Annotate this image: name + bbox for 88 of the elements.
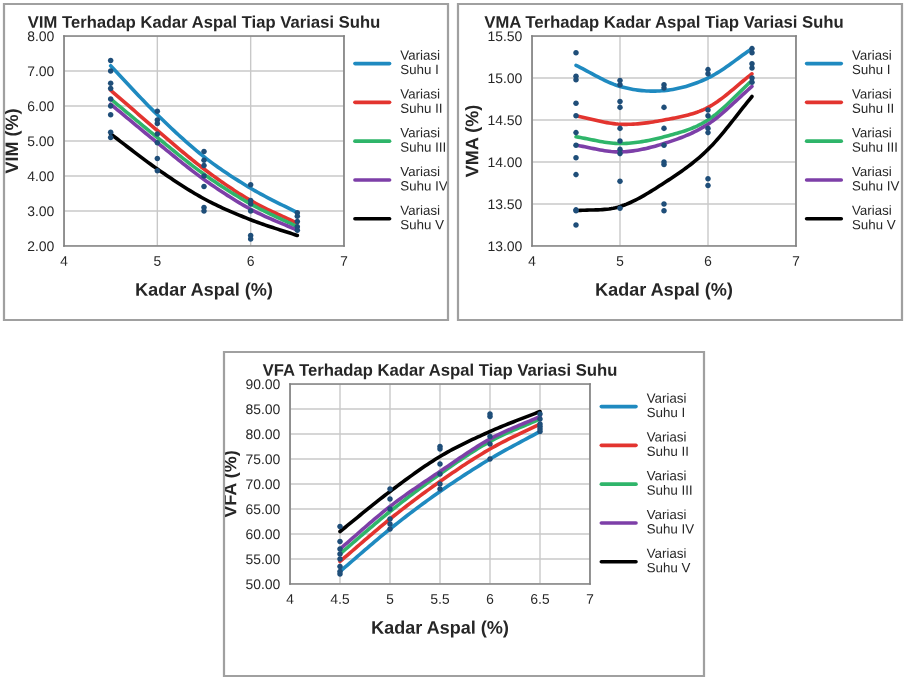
point — [617, 98, 623, 105]
chart-title: VMA Terhadap Kadar Aspal Tiap Variasi Suhu — [484, 15, 843, 32]
point — [154, 108, 161, 115]
point — [705, 176, 711, 182]
point — [705, 182, 711, 189]
point — [537, 411, 543, 417]
point — [661, 201, 667, 207]
point — [387, 526, 393, 532]
point — [387, 506, 393, 512]
point — [437, 461, 443, 467]
point — [749, 50, 755, 56]
point — [749, 65, 755, 71]
point — [749, 75, 755, 81]
point — [107, 57, 114, 64]
point — [617, 150, 623, 157]
point — [247, 208, 254, 214]
point — [201, 157, 207, 164]
point — [107, 103, 114, 109]
point — [705, 71, 711, 77]
point — [487, 433, 493, 440]
point — [337, 523, 343, 530]
point — [337, 563, 343, 570]
point — [387, 516, 393, 522]
point — [154, 131, 161, 137]
point — [337, 556, 343, 562]
point — [437, 486, 443, 492]
point — [337, 538, 343, 545]
point — [617, 125, 623, 132]
point — [337, 546, 343, 552]
point — [617, 104, 623, 111]
point — [617, 146, 623, 153]
point — [749, 79, 755, 85]
point — [387, 496, 393, 502]
point — [573, 155, 579, 161]
point — [705, 107, 711, 113]
point — [107, 80, 114, 87]
point — [749, 45, 755, 52]
point — [107, 85, 114, 92]
point — [537, 416, 543, 422]
point — [201, 148, 207, 155]
point — [247, 181, 254, 188]
point — [487, 456, 493, 462]
point — [201, 162, 207, 169]
y-axis-title: VIM (%) — [4, 109, 22, 174]
x-axis-title: Kadar Aspal (%) — [136, 282, 272, 300]
point — [617, 205, 623, 211]
point — [661, 104, 667, 111]
point — [107, 134, 114, 141]
chart-title: VFA Terhadap Kadar Aspal Tiap Variasi Suhu — [262, 363, 617, 380]
point — [387, 521, 393, 527]
y-axis-title: VMA (%) — [465, 105, 482, 178]
point — [487, 441, 493, 447]
point — [617, 77, 623, 84]
x-axis-title: Kadar Aspal (%) — [372, 620, 508, 638]
point — [154, 155, 161, 162]
point — [573, 113, 579, 119]
point — [337, 551, 343, 557]
point — [573, 129, 579, 136]
point — [201, 183, 207, 190]
point — [617, 81, 623, 88]
point — [573, 171, 579, 178]
point — [705, 113, 711, 119]
point — [107, 129, 114, 136]
point — [154, 139, 161, 146]
point — [107, 96, 114, 102]
point — [387, 486, 393, 492]
point — [661, 207, 667, 214]
point — [705, 125, 711, 132]
point — [107, 111, 114, 118]
point — [705, 129, 711, 136]
point — [437, 471, 443, 477]
point — [749, 60, 755, 67]
point — [573, 142, 579, 148]
point — [573, 50, 579, 56]
point — [705, 66, 711, 73]
point — [617, 178, 623, 185]
x-axis-title: Kadar Aspal (%) — [596, 282, 732, 300]
point — [661, 142, 667, 148]
point — [573, 222, 579, 228]
point — [294, 218, 301, 225]
point — [573, 100, 579, 106]
point — [617, 138, 623, 144]
point — [661, 125, 667, 132]
point — [201, 173, 207, 179]
point — [107, 68, 114, 74]
point — [437, 481, 443, 487]
point — [154, 167, 161, 174]
chart-title: VIM Terhadap Kadar Aspal Tiap Variasi Suhu — [27, 15, 380, 32]
